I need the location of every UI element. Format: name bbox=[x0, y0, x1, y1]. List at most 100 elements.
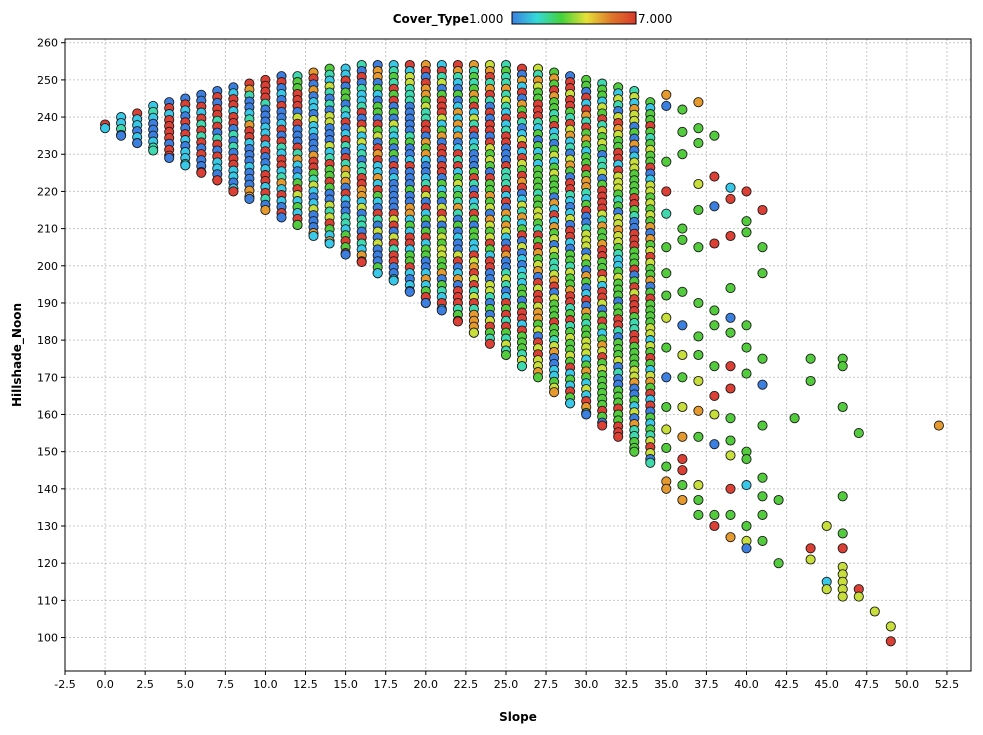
data-point bbox=[661, 89, 672, 100]
x-tick-label: 47.5 bbox=[855, 678, 880, 691]
data-point bbox=[693, 480, 704, 491]
y-tick-label: 130 bbox=[37, 520, 58, 533]
data-point bbox=[741, 342, 752, 353]
data-point bbox=[725, 327, 736, 338]
data-point bbox=[661, 424, 672, 435]
data-point bbox=[885, 636, 896, 647]
data-point bbox=[677, 104, 688, 115]
data-point bbox=[725, 532, 736, 543]
data-point bbox=[693, 123, 704, 134]
data-point bbox=[741, 186, 752, 197]
data-point bbox=[693, 204, 704, 216]
data-point bbox=[677, 320, 688, 331]
data-point bbox=[709, 520, 720, 532]
data-point bbox=[677, 286, 688, 297]
x-tick-label: 30.0 bbox=[574, 678, 599, 691]
data-point bbox=[677, 126, 688, 137]
data-point bbox=[356, 257, 367, 268]
data-point bbox=[629, 446, 640, 457]
data-point bbox=[725, 283, 736, 294]
data-point bbox=[693, 509, 704, 520]
x-tick-label: 12.5 bbox=[293, 678, 318, 691]
data-point bbox=[869, 606, 880, 617]
data-point bbox=[340, 249, 351, 260]
y-tick-label: 240 bbox=[37, 111, 58, 124]
data-point bbox=[757, 509, 768, 520]
data-point bbox=[757, 420, 768, 431]
x-tick-label: 42.5 bbox=[774, 678, 799, 691]
data-point bbox=[709, 439, 720, 450]
data-point bbox=[725, 483, 736, 494]
data-point bbox=[372, 268, 383, 279]
data-point bbox=[757, 472, 768, 483]
data-point bbox=[709, 305, 720, 316]
x-tick-label: 7.5 bbox=[217, 678, 235, 691]
data-point bbox=[661, 312, 672, 323]
data-point bbox=[677, 454, 688, 465]
data-point bbox=[693, 349, 704, 361]
data-point bbox=[805, 554, 816, 565]
data-point bbox=[693, 138, 704, 149]
data-point bbox=[933, 420, 944, 431]
x-tick-label: 15.0 bbox=[333, 678, 358, 691]
data-point bbox=[661, 268, 672, 279]
data-point bbox=[661, 342, 672, 353]
data-point bbox=[725, 383, 736, 394]
data-point bbox=[581, 409, 592, 420]
data-point bbox=[741, 480, 752, 491]
data-point bbox=[661, 186, 672, 197]
y-tick-label: 260 bbox=[37, 37, 58, 50]
data-point bbox=[725, 230, 736, 242]
data-point bbox=[693, 375, 704, 387]
y-tick-label: 140 bbox=[37, 483, 58, 496]
data-point bbox=[709, 390, 720, 401]
data-point bbox=[837, 491, 848, 502]
data-points bbox=[100, 59, 944, 647]
y-tick-label: 180 bbox=[37, 334, 58, 347]
data-point bbox=[693, 494, 704, 506]
data-point bbox=[805, 353, 816, 364]
y-axis-title: Hillshade_Noon bbox=[10, 303, 25, 407]
data-point bbox=[132, 138, 143, 149]
data-point bbox=[148, 145, 159, 156]
data-point bbox=[725, 509, 736, 520]
data-point bbox=[709, 409, 720, 420]
data-point bbox=[292, 219, 303, 230]
data-point bbox=[741, 320, 752, 331]
x-axis: -2.5 0.0 2.5 5.0 7.5 10.0 12.5 15.0 17.5 20.0 22.5… bbox=[54, 671, 959, 691]
data-point bbox=[837, 543, 848, 554]
data-point bbox=[404, 286, 415, 297]
data-point bbox=[484, 338, 495, 349]
data-point bbox=[661, 461, 672, 472]
data-point bbox=[661, 100, 672, 111]
data-point bbox=[837, 591, 848, 602]
x-tick-label: 10.0 bbox=[253, 678, 278, 691]
data-point bbox=[677, 465, 688, 476]
data-point bbox=[725, 312, 736, 323]
data-point bbox=[821, 584, 832, 595]
data-point bbox=[260, 204, 271, 216]
data-point bbox=[276, 212, 287, 223]
data-point bbox=[244, 193, 255, 204]
data-point bbox=[180, 160, 191, 171]
data-point bbox=[837, 401, 848, 413]
data-point bbox=[757, 491, 768, 502]
data-point bbox=[757, 379, 768, 390]
data-point bbox=[532, 372, 544, 383]
data-point bbox=[661, 483, 672, 494]
data-point bbox=[420, 297, 431, 309]
data-point bbox=[709, 130, 720, 141]
data-point bbox=[757, 242, 768, 253]
data-point bbox=[789, 413, 800, 424]
data-point bbox=[725, 435, 736, 446]
data-point bbox=[853, 428, 864, 439]
data-point bbox=[661, 442, 672, 453]
data-point bbox=[661, 242, 672, 253]
data-point bbox=[725, 361, 736, 372]
data-point bbox=[677, 494, 688, 506]
data-point bbox=[677, 223, 688, 234]
data-point bbox=[661, 208, 672, 219]
data-point bbox=[388, 275, 399, 286]
data-point bbox=[661, 156, 672, 167]
data-point bbox=[741, 543, 752, 554]
